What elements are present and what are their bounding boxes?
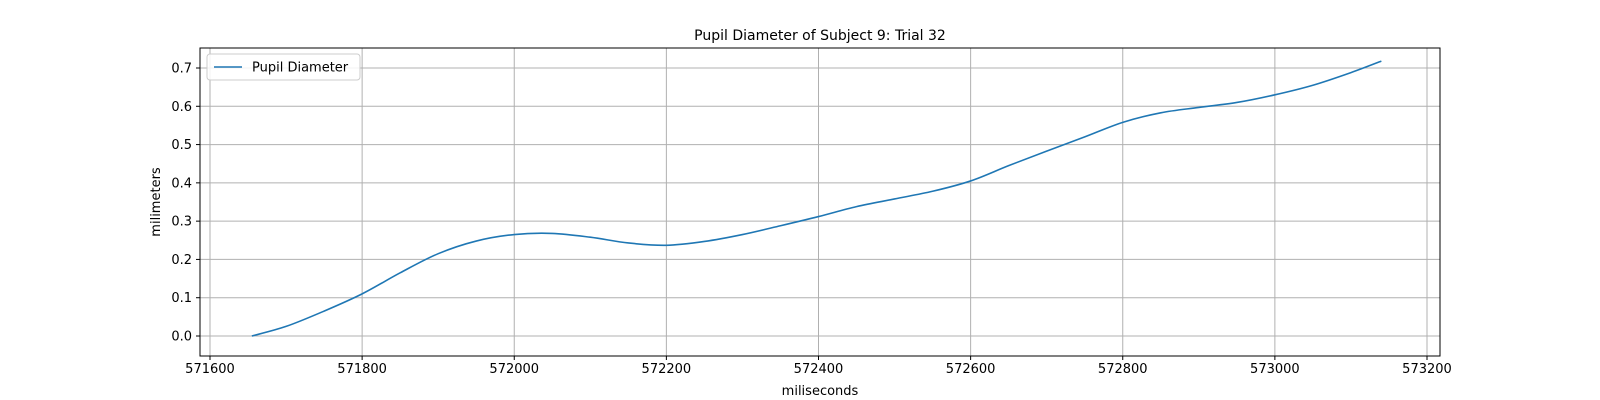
x-tick-label: 573000 xyxy=(1250,362,1300,377)
y-tick-label: 0.6 xyxy=(171,100,192,115)
y-axis-label: milimeters xyxy=(149,167,164,237)
chart-title: Pupil Diameter of Subject 9: Trial 32 xyxy=(694,28,946,44)
x-tick-label: 572200 xyxy=(642,362,692,377)
y-tick-label: 0.5 xyxy=(171,138,192,153)
legend: Pupil Diameter xyxy=(206,53,361,81)
x-tick-label: 572000 xyxy=(489,362,539,377)
legend-box xyxy=(206,53,361,81)
y-tick-label: 0.2 xyxy=(171,253,192,268)
series-layer xyxy=(251,60,1382,337)
x-axis-label: miliseconds xyxy=(782,384,859,399)
x-tick-label: 572800 xyxy=(1098,362,1148,377)
y-axis: 0.0 0.1 0.2 0.3 0.4 0.5 0.6 0.7 xyxy=(171,62,200,345)
x-tick-label: 572600 xyxy=(946,362,996,377)
grid-lines xyxy=(200,48,1440,356)
plot-frame xyxy=(199,47,1441,357)
y-tick-label: 0.4 xyxy=(171,176,192,191)
y-tick-label: 0.7 xyxy=(171,62,192,77)
x-axis: 571600 571800 572000 572200 572400 572600 5728… xyxy=(185,356,1452,377)
x-tick-label: 573200 xyxy=(1402,362,1452,377)
x-tick-label: 571800 xyxy=(337,362,387,377)
y-tick-label: 0.3 xyxy=(171,215,192,230)
series-line-pupil-diameter xyxy=(251,60,1382,337)
x-tick-label: 571600 xyxy=(185,362,235,377)
legend-label: Pupil Diameter xyxy=(252,61,349,76)
y-tick-label: 0.1 xyxy=(171,291,192,306)
x-tick-label: 572400 xyxy=(794,362,844,377)
y-tick-label: 0.0 xyxy=(171,330,192,345)
